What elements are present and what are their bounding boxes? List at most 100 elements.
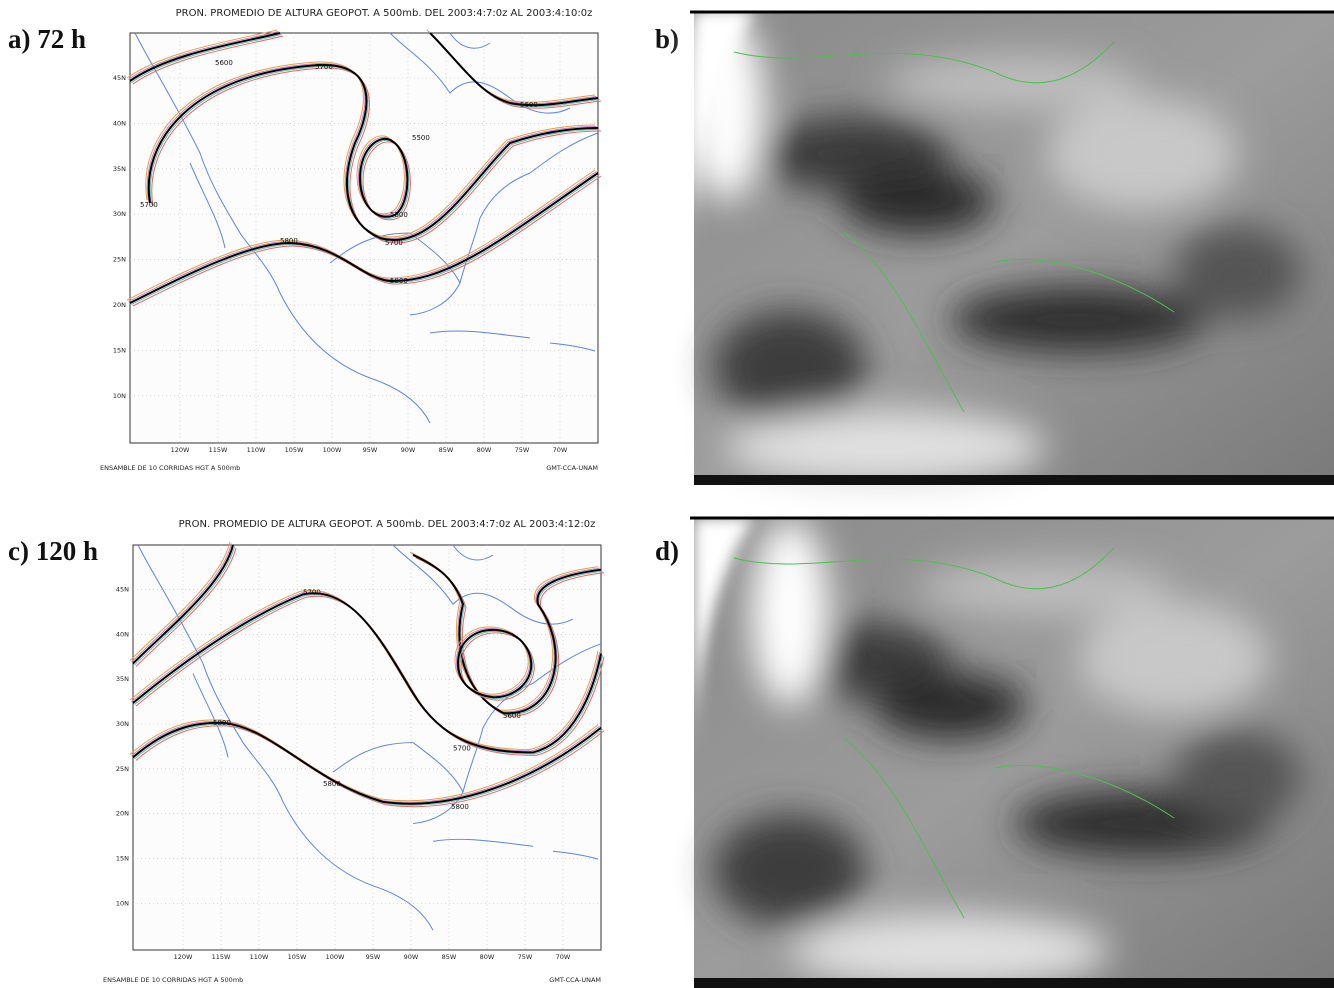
lon-label: 110W (250, 953, 269, 961)
lat-label: 10N (113, 392, 126, 400)
satellite-image (690, 516, 1334, 988)
lon-label: 70W (553, 446, 568, 454)
map (126, 29, 602, 444)
contour-label: 5800 (280, 237, 298, 245)
ensemble-contour (132, 175, 602, 307)
map-footer: GMT-CCA-UNAM (546, 464, 598, 472)
cloud (713, 814, 867, 927)
cloud (873, 673, 1027, 739)
lat-label: 25N (116, 765, 129, 773)
lon-label: 75W (515, 446, 530, 454)
limb (694, 518, 754, 768)
lat-label: 10N (116, 899, 129, 907)
cloud (751, 518, 829, 706)
lat-label: 45N (116, 585, 129, 593)
ensemble-contour (151, 67, 602, 244)
cloud (713, 309, 867, 424)
image-bottom-bar (694, 978, 1334, 988)
map-title: PRON. PROMEDIO DE ALTURA GEOPOT. A 500mb… (179, 519, 596, 530)
lat-label: 35N (113, 165, 126, 173)
mean-contour (147, 63, 599, 241)
contour-label: 5800 (323, 780, 341, 788)
lat-label: 20N (113, 301, 126, 309)
lon-label: 75W (518, 953, 533, 961)
ensemble-contour (135, 595, 605, 756)
panel-label: c) 120 h (8, 536, 98, 566)
ensemble-contour (460, 632, 535, 701)
contour-label: 5800 (451, 803, 469, 811)
lon-label: 100W (323, 446, 342, 454)
cloud (1174, 729, 1302, 824)
lon-label: 110W (247, 446, 266, 454)
ensemble-contour (134, 546, 235, 666)
lon-label: 90W (401, 446, 416, 454)
cloud (790, 912, 1110, 988)
ensemble-contour (135, 547, 237, 667)
ensemble-contour (128, 31, 279, 80)
lat-label: 30N (113, 210, 126, 218)
map-title: PRON. PROMEDIO DE ALTURA GEOPOT. A 500mb… (176, 8, 593, 19)
lat-label: 40N (113, 119, 126, 127)
cloud-field (713, 518, 1302, 988)
ensemble-contour (454, 626, 529, 695)
lon-label: 105W (288, 953, 307, 961)
contour-label: 5700 (140, 201, 158, 209)
coastline (137, 544, 602, 931)
lon-label: 85W (442, 953, 457, 961)
limb (694, 12, 754, 262)
contour-label: 5500 (412, 134, 430, 142)
cloud (841, 168, 995, 235)
satellite-image (687, 10, 1334, 485)
lon-label: 120W (171, 446, 190, 454)
cloud (886, 54, 1142, 112)
coastline (733, 41, 1175, 413)
lat-label: 35N (116, 675, 129, 683)
coastline (733, 547, 1175, 919)
lat-label: 30N (116, 720, 129, 728)
contour-label: 5800 (390, 211, 408, 219)
cloud (1174, 224, 1302, 320)
ensemble-contour (146, 62, 597, 239)
map-frame (129, 32, 599, 444)
lon-label: 70W (556, 953, 571, 961)
map-footer: ENSAMBLE DE 10 CORRIDAS HGT A 500mb (100, 464, 240, 472)
panel-label: b) (655, 24, 679, 54)
mean-contour (132, 544, 234, 665)
mean-contour (457, 628, 533, 699)
lon-label: 100W (326, 953, 345, 961)
cloud-field (687, 12, 1302, 485)
contour-label: 5800 (390, 277, 408, 285)
mean-contour (129, 32, 281, 82)
contour-label: 5700 (385, 239, 403, 247)
mean-contour (359, 137, 409, 218)
cloud (1078, 602, 1270, 716)
lon-label: 85W (439, 446, 454, 454)
contour-label: 5600 (503, 712, 521, 720)
map-footer: ENSAMBLE DE 10 CORRIDAS HGT A 500mb (103, 976, 243, 984)
lat-label: 25N (113, 256, 126, 264)
mean-contour (132, 592, 602, 754)
lat-label: 40N (116, 630, 129, 638)
ensemble-contour (149, 65, 600, 242)
lon-label: 80W (477, 446, 492, 454)
panel-label: d) (655, 536, 679, 566)
ensemble-contour (132, 35, 284, 85)
cloud (950, 286, 1206, 353)
lon-label: 95W (366, 953, 381, 961)
mean-contour (132, 721, 602, 805)
lat-label: 45N (113, 74, 126, 82)
lon-label: 80W (480, 953, 495, 961)
map-footer: GMT-CCA-UNAM (549, 976, 601, 984)
ensemble-contour (415, 557, 605, 717)
cloud (726, 409, 1046, 485)
lat-label: 20N (116, 810, 129, 818)
image-bottom-bar (694, 475, 1334, 485)
ensemble-contour (409, 551, 599, 711)
lat-label: 15N (116, 855, 129, 863)
contour-label: 5600 (215, 59, 233, 67)
panel-label: a) 72 h (8, 24, 86, 54)
lon-label: 115W (209, 446, 228, 454)
lon-label: 105W (285, 446, 304, 454)
map-frame (132, 544, 602, 951)
